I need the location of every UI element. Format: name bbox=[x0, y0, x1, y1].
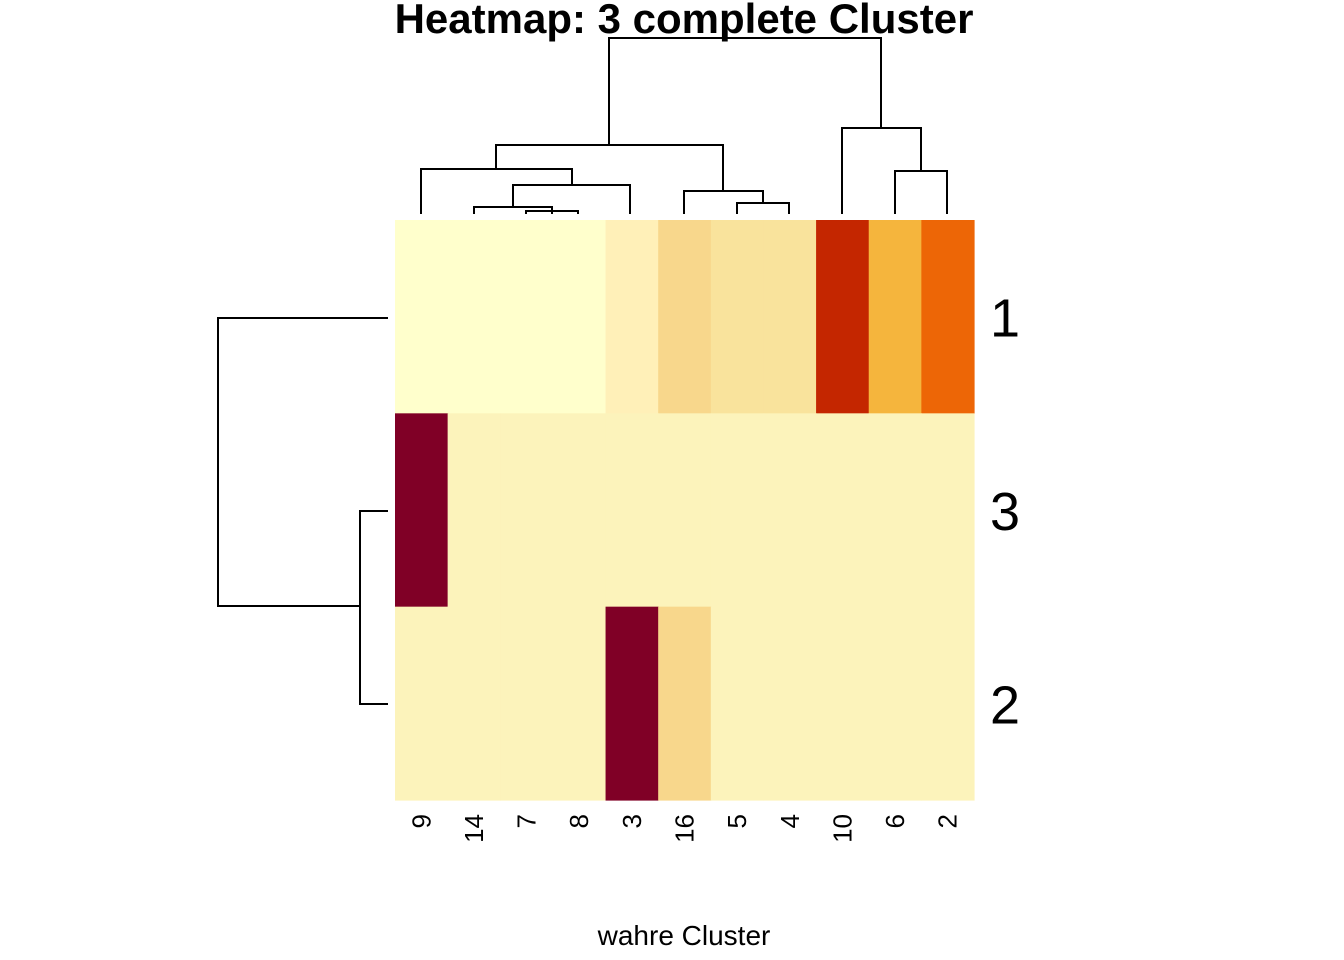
heatmap-cell-r1-c14 bbox=[447, 220, 501, 414]
column-label: 9 bbox=[406, 814, 436, 828]
row-label: 2 bbox=[990, 675, 1020, 735]
heatmap-cell-r1-c4 bbox=[763, 220, 817, 414]
heatmap-cell-r3-c2 bbox=[921, 413, 975, 608]
heatmap-cell-r2-c7 bbox=[500, 606, 554, 801]
column-label: 4 bbox=[775, 814, 805, 828]
heatmap-cell-r2-c5 bbox=[710, 606, 765, 801]
row-dendrogram bbox=[217, 317, 388, 705]
heatmap-cell-r1-c3 bbox=[605, 220, 659, 414]
heatmap-cell-r3-c10 bbox=[816, 413, 870, 608]
heatmap-cell-r3-c16 bbox=[658, 413, 712, 608]
column-label: 6 bbox=[880, 814, 910, 828]
heatmap-cell-r3-c14 bbox=[447, 413, 501, 608]
heatmap-cell-r1-c5 bbox=[710, 220, 765, 414]
column-label: 2 bbox=[933, 814, 963, 828]
heatmap-cell-r3-c4 bbox=[763, 413, 817, 608]
x-axis-label: wahre Cluster bbox=[597, 920, 771, 951]
row-labels: 1 3 2 bbox=[990, 289, 1020, 736]
heatmap-cell-r1-c6 bbox=[868, 220, 922, 414]
heatmap-cells bbox=[395, 220, 975, 801]
heatmap-cell-r3-c9 bbox=[395, 413, 449, 608]
row-label: 3 bbox=[990, 482, 1020, 542]
column-label: 3 bbox=[617, 814, 647, 828]
column-label: 16 bbox=[670, 814, 700, 843]
heatmap-cell-r2-c3 bbox=[605, 606, 659, 801]
heatmap-cell-r2-c2 bbox=[921, 606, 975, 801]
heatmap-cell-r2-c10 bbox=[816, 606, 870, 801]
column-label: 7 bbox=[512, 814, 542, 828]
heatmap-cell-r2-c9 bbox=[395, 606, 449, 801]
heatmap-cell-r3-c7 bbox=[500, 413, 554, 608]
heatmap-cell-r1-c9 bbox=[395, 220, 449, 414]
heatmap-cell-r3-c5 bbox=[710, 413, 765, 608]
heatmap-cell-r1-c7 bbox=[500, 220, 554, 414]
heatmap-cell-r2-c16 bbox=[658, 606, 712, 801]
column-label: 5 bbox=[722, 814, 752, 828]
heatmap-cell-r1-c16 bbox=[658, 220, 712, 414]
column-labels: 9 14 7 8 3 16 5 4 10 6 2 bbox=[406, 814, 962, 843]
row-label: 1 bbox=[990, 289, 1020, 349]
heatmap-cell-r1-c2 bbox=[921, 220, 975, 414]
column-label: 14 bbox=[459, 814, 489, 843]
heatmap-cell-r2-c4 bbox=[763, 606, 817, 801]
heatmap-cell-r3-c8 bbox=[552, 413, 607, 608]
column-label: 8 bbox=[564, 814, 594, 828]
heatmap-cell-r3-c3 bbox=[605, 413, 659, 608]
heatmap-cell-r1-c10 bbox=[816, 220, 870, 414]
heatmap-cell-r3-c6 bbox=[868, 413, 922, 608]
heatmap-cell-r2-c6 bbox=[868, 606, 922, 801]
column-dendrogram bbox=[420, 37, 948, 214]
column-label: 10 bbox=[827, 814, 857, 843]
heatmap-cell-r2-c8 bbox=[552, 606, 607, 801]
chart-title: Heatmap: 3 complete Cluster bbox=[395, 0, 974, 42]
heatmap-cell-r2-c14 bbox=[447, 606, 501, 801]
heatmap-cell-r1-c8 bbox=[552, 220, 607, 414]
